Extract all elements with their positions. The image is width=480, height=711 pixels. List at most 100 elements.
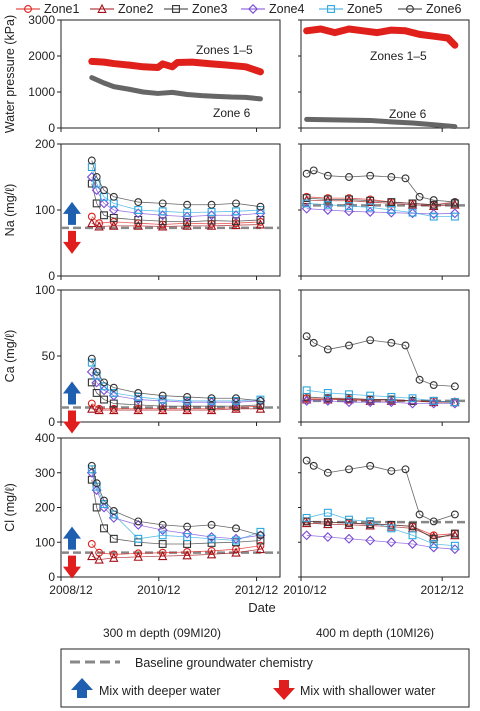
- legend-item-zone1: Zone1: [16, 2, 79, 16]
- chart-legend: Zone1 Zone2 Zone3 Zone4 Zone5 Zone6: [16, 2, 461, 16]
- data-point: [256, 531, 265, 540]
- data-point: [206, 549, 217, 559]
- right-plot-frame: [300, 437, 470, 578]
- data-point: [232, 524, 240, 533]
- series-line-zone2: [91, 222, 261, 227]
- data-point: [108, 512, 119, 523]
- left-panel-caption: 300 m depth (09MI20): [103, 626, 221, 640]
- data-point: [387, 206, 396, 214]
- series-line-zone2: [91, 408, 261, 411]
- data-point: [134, 198, 143, 207]
- data-point: [207, 520, 216, 529]
- data-point: [386, 207, 397, 218]
- series-points-zone1: [87, 540, 265, 559]
- data-point: [302, 332, 311, 341]
- data-point: [407, 539, 418, 549]
- y-tick-label: 200: [35, 501, 55, 515]
- data-point: [344, 195, 354, 205]
- data-point: [387, 524, 396, 533]
- data-point: [134, 389, 143, 397]
- data-point: [309, 338, 318, 347]
- data-point: [323, 468, 332, 477]
- data-point: [92, 173, 101, 181]
- data-point: [134, 206, 143, 214]
- legend-marker: [172, 5, 180, 13]
- data-point: [207, 402, 216, 411]
- data-point: [133, 220, 143, 230]
- legend-marker: [97, 3, 107, 13]
- mix-shallower-arrow-icon: [63, 410, 81, 434]
- data-point: [345, 341, 353, 350]
- data-point: [87, 399, 96, 408]
- series-line-zone6: [91, 465, 261, 536]
- data-point: [100, 186, 108, 195]
- data-point: [183, 396, 192, 405]
- legend-label: Zone5: [347, 2, 382, 16]
- series-line-zone2: [91, 548, 261, 561]
- data-point: [309, 461, 318, 470]
- data-point: [158, 207, 167, 216]
- data-point: [183, 392, 192, 401]
- series-points-zone5: [87, 358, 265, 405]
- legend-item-zone5: Zone5: [319, 2, 382, 16]
- data-point: [302, 199, 311, 208]
- y-tick-label: 2000: [28, 49, 55, 63]
- series-line-zone6: [91, 358, 261, 402]
- x-tick-label: 2010/12: [137, 583, 181, 597]
- data-point: [345, 202, 353, 210]
- series-points-zone6: [87, 156, 265, 211]
- data-point: [408, 208, 417, 217]
- data-point: [99, 385, 109, 396]
- data-point: [387, 467, 396, 475]
- y-tick-label: 0: [48, 269, 55, 283]
- data-point: [87, 461, 96, 470]
- data-point: [323, 389, 332, 397]
- data-point: [207, 396, 216, 405]
- data-point: [94, 221, 104, 231]
- data-point: [94, 554, 104, 564]
- data-point: [109, 220, 119, 230]
- data-point: [387, 392, 396, 401]
- data-point: [158, 391, 167, 400]
- legend-item-zone6: Zone6: [398, 2, 461, 16]
- data-point: [301, 395, 312, 406]
- data-point: [429, 381, 438, 389]
- data-point: [366, 517, 375, 526]
- x-tick-label-right: 2010/12: [283, 583, 327, 597]
- left-plot-frame: [60, 19, 281, 129]
- data-point: [323, 171, 332, 180]
- series-points-zone6: [87, 461, 265, 540]
- series-line-zone5: [91, 469, 261, 541]
- data-point: [301, 530, 312, 541]
- data-point: [183, 208, 192, 217]
- data-point: [158, 395, 167, 404]
- data-point: [100, 378, 108, 387]
- annotation-zones15_left: Zones 1–5: [196, 43, 253, 57]
- data-point: [322, 532, 333, 543]
- pressure-series-zone6: [89, 75, 263, 102]
- baseline-key-label: Baseline groundwater chemistry: [135, 656, 314, 670]
- series-line-zone6: [306, 335, 455, 387]
- y-axis-label: Cl (mg/ℓ): [3, 483, 17, 531]
- data-point: [100, 382, 108, 391]
- data-point: [207, 538, 216, 547]
- data-point: [408, 522, 417, 531]
- y-tick-label: 1000: [28, 85, 55, 99]
- data-point: [108, 205, 119, 215]
- data-point: [255, 543, 266, 554]
- panel-na: 0 100 200 Na (mg/ℓ): [3, 137, 470, 283]
- x-tick-label: 2008/12: [49, 583, 93, 597]
- data-point: [429, 396, 438, 405]
- data-point: [302, 386, 311, 395]
- data-point: [231, 210, 241, 221]
- data-point: [100, 524, 108, 533]
- legend-marker: [327, 5, 335, 13]
- data-point: [207, 216, 216, 225]
- data-point: [87, 540, 96, 548]
- mix-deeper-arrow-icon: [63, 526, 81, 550]
- data-point: [366, 203, 375, 212]
- data-point: [108, 390, 119, 401]
- down-arrow-icon: [273, 680, 295, 700]
- y-tick-label: 100: [35, 535, 55, 549]
